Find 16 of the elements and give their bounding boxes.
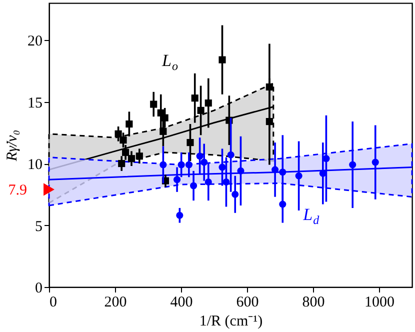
y-tick-label: 10 bbox=[28, 157, 42, 174]
annotation: 7.9 bbox=[8, 182, 27, 198]
y-tick-label: 5 bbox=[35, 218, 42, 235]
y-tick-label: 0 bbox=[35, 280, 42, 296]
x-tick-label: 200 bbox=[104, 294, 127, 310]
x-tick-label: 600 bbox=[236, 294, 259, 310]
x-axis-title: 1/R (cm⁻¹) bbox=[199, 314, 263, 330]
y-tick-label: 20 bbox=[28, 34, 42, 50]
x-tick-label: 0 bbox=[50, 294, 57, 310]
x-tick-label: 800 bbox=[302, 294, 325, 310]
point bbox=[218, 56, 226, 64]
x-tick-label: 400 bbox=[170, 294, 193, 310]
y-axis-title: Rγ̇/v₀ bbox=[4, 130, 20, 162]
x-tick-label: 1000 bbox=[364, 294, 394, 310]
point bbox=[176, 212, 184, 219]
y-tick-label: 15 bbox=[28, 95, 42, 112]
